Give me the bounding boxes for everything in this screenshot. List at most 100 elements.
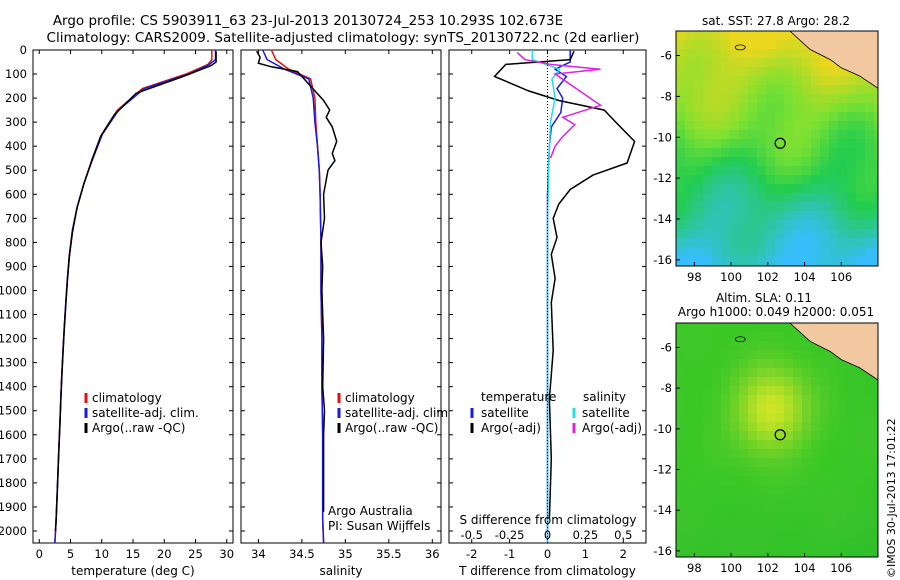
map-cell [829,431,839,441]
map-cell [793,503,803,513]
map-cell [712,202,722,212]
map-cell [856,256,866,266]
map-cell [748,332,758,342]
map-cell [874,94,878,104]
map-cell [775,157,785,167]
map-cell [703,247,713,257]
map-cell [739,521,749,531]
map-cell [838,485,848,495]
map-cell [766,139,776,149]
map-cell [865,112,875,122]
map-cell [874,467,878,477]
map-cell [739,139,749,149]
map-cell [829,94,839,104]
map-cell [685,94,695,104]
map-cell [775,386,785,396]
map-cell [865,130,875,140]
map-cell [694,350,704,360]
map-cell [838,458,848,468]
map-cell [820,413,830,423]
map-cell [766,256,776,266]
map-cell [703,503,713,513]
map-cell [784,467,794,477]
map-cell [766,332,776,342]
map-cell [784,422,794,432]
map-cell [757,184,767,194]
map-cell [802,377,812,387]
map-cell [874,139,878,149]
map-cell [847,431,857,441]
map-cell [847,238,857,248]
y-tick-label: 1600 [0,428,27,442]
map-cell [757,148,767,158]
map-cell [775,112,785,122]
map-cell [757,202,767,212]
map-cell [766,148,776,158]
x-tick-label: 102 [757,561,779,575]
map-cell [865,193,875,203]
map-cell [676,512,686,522]
x-tick-label: 2 [620,547,627,561]
map-cell [676,467,686,477]
map-cell [694,31,704,41]
map-cell [721,350,731,360]
map-cell [739,359,749,369]
map-cell [865,413,875,423]
map-cell [847,193,857,203]
map-cell [811,238,821,248]
map-cell [865,103,875,113]
y-tick-label: 300 [5,115,27,129]
argo-position-marker [774,137,786,149]
map-cell [793,121,803,131]
map-cell [856,85,866,95]
map-cell [703,121,713,131]
map-cell [757,440,767,450]
map-cell [829,413,839,423]
map-cell [721,404,731,414]
map-cell [829,368,839,378]
map-cell [721,440,731,450]
map-cell [793,548,803,557]
x-tick-label: 5 [67,547,74,561]
map-cell [802,548,812,557]
map-cell [739,49,749,59]
map-cell [712,539,722,549]
map-cell [838,184,848,194]
map-cell [838,85,848,95]
map-cell [829,202,839,212]
map-cell [820,103,830,113]
map-cell [703,166,713,176]
map-cell [685,548,695,557]
map-cell [811,175,821,185]
map-cell [730,395,740,405]
x-tick-label: 100 [720,561,742,575]
map-cell [766,31,776,41]
map-cell [775,377,785,387]
map-cell [775,202,785,212]
map-cell [811,229,821,239]
map-cell [739,413,749,423]
map-cell [730,404,740,414]
map-cell [838,548,848,557]
map-cell [703,238,713,248]
map-cell [784,31,794,41]
x-tick-label: 106 [830,561,852,575]
map-cell [676,521,686,531]
map-cell [793,220,803,230]
map-cell [721,476,731,486]
map-cell [874,112,878,122]
map-cell [784,175,794,185]
x-tick-label: 106 [830,270,852,284]
map-cell [775,350,785,360]
map-cell [739,503,749,513]
map-cell [703,139,713,149]
map-cell [739,121,749,131]
land [789,323,878,381]
map-cell [820,368,830,378]
map-cell [766,539,776,549]
map-cell [766,166,776,176]
map-cell [676,458,686,468]
map-cell [847,157,857,167]
map-cell [775,256,785,266]
map-cell [766,422,776,432]
